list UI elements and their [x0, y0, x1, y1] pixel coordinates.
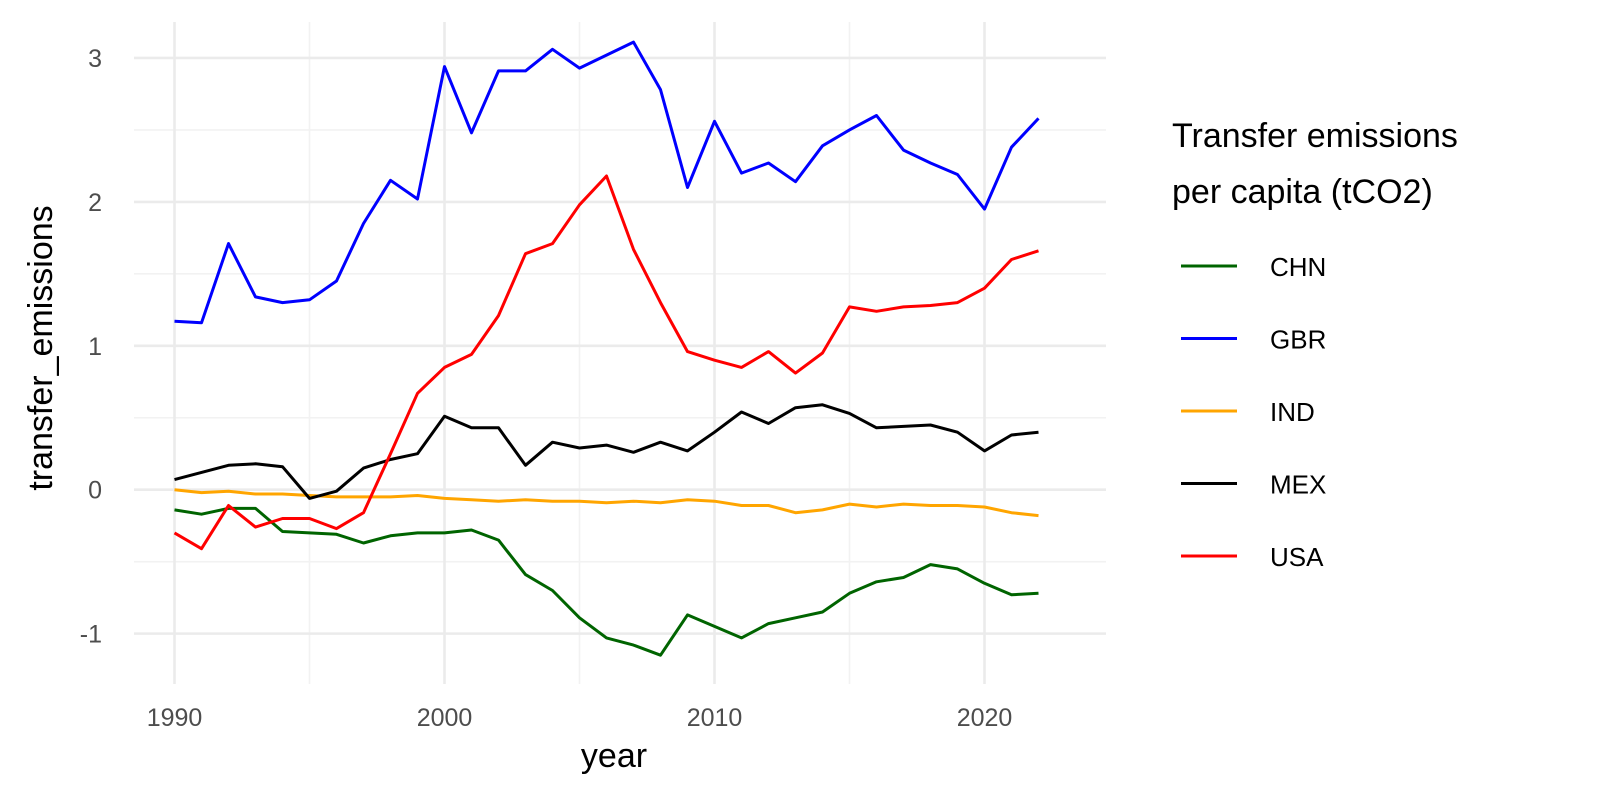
y-axis-title: transfer_emissions	[22, 205, 60, 490]
y-tick-label: 2	[88, 189, 102, 217]
legend-item-mex: MEX	[1181, 470, 1326, 500]
x-tick-label: 2000	[417, 704, 473, 732]
major-gridlines	[134, 22, 1106, 684]
x-axis-ticks: 1990 2000 2010 2020	[147, 704, 1013, 732]
legend-title-line-2: per capita (tCO2)	[1172, 173, 1433, 211]
y-tick-label: -1	[80, 621, 102, 649]
y-tick-label: 3	[88, 45, 102, 73]
x-tick-label: 2020	[957, 704, 1013, 732]
series-line-usa	[173, 174, 1039, 551]
legend-item-usa: USA	[1181, 542, 1324, 572]
y-tick-label: 1	[88, 333, 102, 361]
legend: Transfer emissions per capita (tCO2) CHN…	[1172, 117, 1458, 572]
series-line-chn	[174, 506, 1039, 657]
series-line-gbr	[174, 40, 1040, 325]
y-axis-ticks: -1 0 1 2 3	[80, 45, 102, 649]
legend-item-ind: IND	[1181, 397, 1315, 427]
x-tick-label: 1990	[147, 704, 203, 732]
x-tick-label: 2010	[687, 704, 743, 732]
legend-items: CHN GBR IND MEX USA	[1181, 252, 1326, 572]
legend-label-chn: CHN	[1270, 252, 1326, 282]
legend-label-gbr: GBR	[1270, 325, 1326, 355]
minor-gridlines	[134, 22, 1106, 684]
y-tick-label: 0	[88, 477, 102, 505]
x-axis-title: year	[581, 737, 647, 775]
series-lines	[173, 40, 1040, 657]
legend-title-line-1: Transfer emissions	[1172, 117, 1458, 155]
legend-label-usa: USA	[1270, 542, 1324, 572]
legend-label-ind: IND	[1270, 397, 1315, 427]
series-line-mex	[174, 403, 1039, 500]
legend-label-mex: MEX	[1270, 470, 1326, 500]
legend-item-chn: CHN	[1181, 252, 1326, 282]
legend-item-gbr: GBR	[1181, 325, 1326, 355]
